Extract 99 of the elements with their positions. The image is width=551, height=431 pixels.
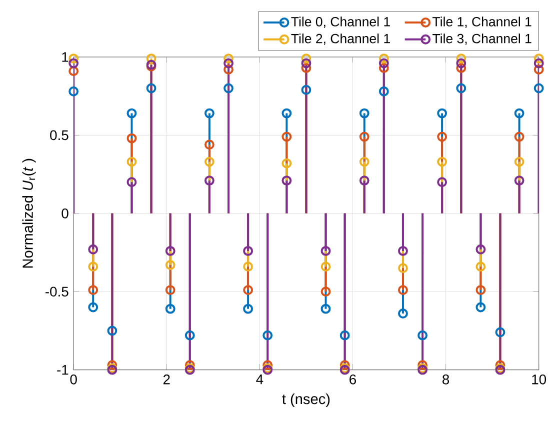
y-tick-label: 0 — [62, 208, 68, 218]
point — [398, 308, 408, 318]
point — [378, 62, 389, 73]
legend-label: Tile 1, Channel 1 — [432, 16, 532, 28]
point — [165, 260, 176, 270]
point — [126, 108, 137, 118]
y-axis-title: Normalized U$_{r}$(t ) — [22, 158, 36, 268]
point — [88, 244, 98, 254]
point — [378, 58, 389, 68]
x-tick-label: 2 — [163, 374, 170, 384]
point — [68, 86, 79, 96]
point — [262, 360, 273, 370]
point — [476, 244, 486, 254]
point — [224, 53, 234, 64]
point — [204, 175, 214, 186]
point — [514, 175, 524, 186]
x-tick-label: 10 — [532, 374, 546, 384]
point — [184, 330, 195, 340]
point — [418, 330, 428, 340]
point — [320, 246, 331, 256]
point — [301, 58, 312, 68]
point — [126, 133, 137, 144]
point — [68, 58, 79, 68]
point — [320, 286, 331, 296]
point — [184, 360, 195, 370]
point — [126, 176, 137, 187]
point — [437, 108, 448, 118]
point — [456, 53, 466, 64]
x-tick-label: 6 — [350, 374, 356, 384]
point — [398, 262, 408, 273]
point — [495, 327, 506, 338]
point — [243, 261, 254, 272]
point — [165, 304, 176, 314]
point — [243, 246, 254, 256]
point — [301, 84, 312, 95]
y-tick-label: 0.5 — [50, 130, 68, 140]
point — [456, 62, 466, 73]
point — [359, 175, 370, 186]
point — [282, 132, 292, 142]
legend-label: Tile 2, Channel 1 — [291, 33, 390, 45]
point — [340, 330, 350, 340]
point — [243, 284, 254, 295]
point — [476, 261, 486, 272]
point — [378, 53, 389, 64]
point — [88, 261, 98, 272]
point — [378, 86, 389, 96]
point — [204, 156, 214, 167]
point — [398, 284, 408, 295]
point — [456, 83, 466, 94]
point — [107, 360, 118, 370]
point — [359, 108, 370, 118]
point — [282, 175, 292, 186]
point — [282, 108, 292, 118]
point — [301, 62, 312, 73]
point — [320, 304, 331, 314]
point — [165, 284, 176, 295]
point — [437, 156, 448, 167]
point — [204, 139, 214, 150]
y-tick-label: -0.5 — [46, 286, 68, 296]
point — [437, 132, 448, 142]
point — [476, 302, 486, 312]
x-tick-label: 0 — [70, 374, 77, 384]
point — [204, 108, 214, 118]
point — [340, 360, 350, 370]
x-tick-label: 4 — [256, 374, 264, 384]
point — [359, 132, 370, 142]
legend-label: Tile 3, Channel 1 — [432, 33, 532, 45]
point — [165, 246, 176, 256]
y-tick-label: -1 — [57, 364, 68, 374]
point — [495, 360, 506, 370]
point — [456, 58, 466, 68]
point — [224, 83, 234, 94]
point — [146, 53, 156, 64]
y-tick-label: 1 — [62, 52, 68, 62]
point — [418, 360, 428, 370]
point — [398, 246, 408, 256]
point — [243, 304, 254, 314]
point — [437, 176, 448, 187]
point — [224, 64, 234, 74]
point — [282, 158, 292, 168]
point — [224, 58, 234, 68]
point — [262, 330, 273, 340]
point — [514, 132, 524, 142]
x-tick-label: 8 — [442, 374, 450, 384]
point — [126, 156, 137, 167]
point — [514, 108, 524, 118]
legend-label: Tile 0, Channel 1 — [291, 16, 390, 28]
point — [88, 284, 98, 295]
point — [320, 261, 331, 272]
x-axis-title: t (nsec) — [282, 393, 330, 407]
point — [476, 284, 486, 295]
point — [146, 83, 156, 94]
point — [68, 53, 79, 64]
point — [514, 156, 524, 167]
point — [68, 66, 79, 76]
point — [107, 326, 118, 336]
point — [359, 156, 370, 167]
point — [88, 302, 98, 312]
point — [301, 53, 312, 64]
